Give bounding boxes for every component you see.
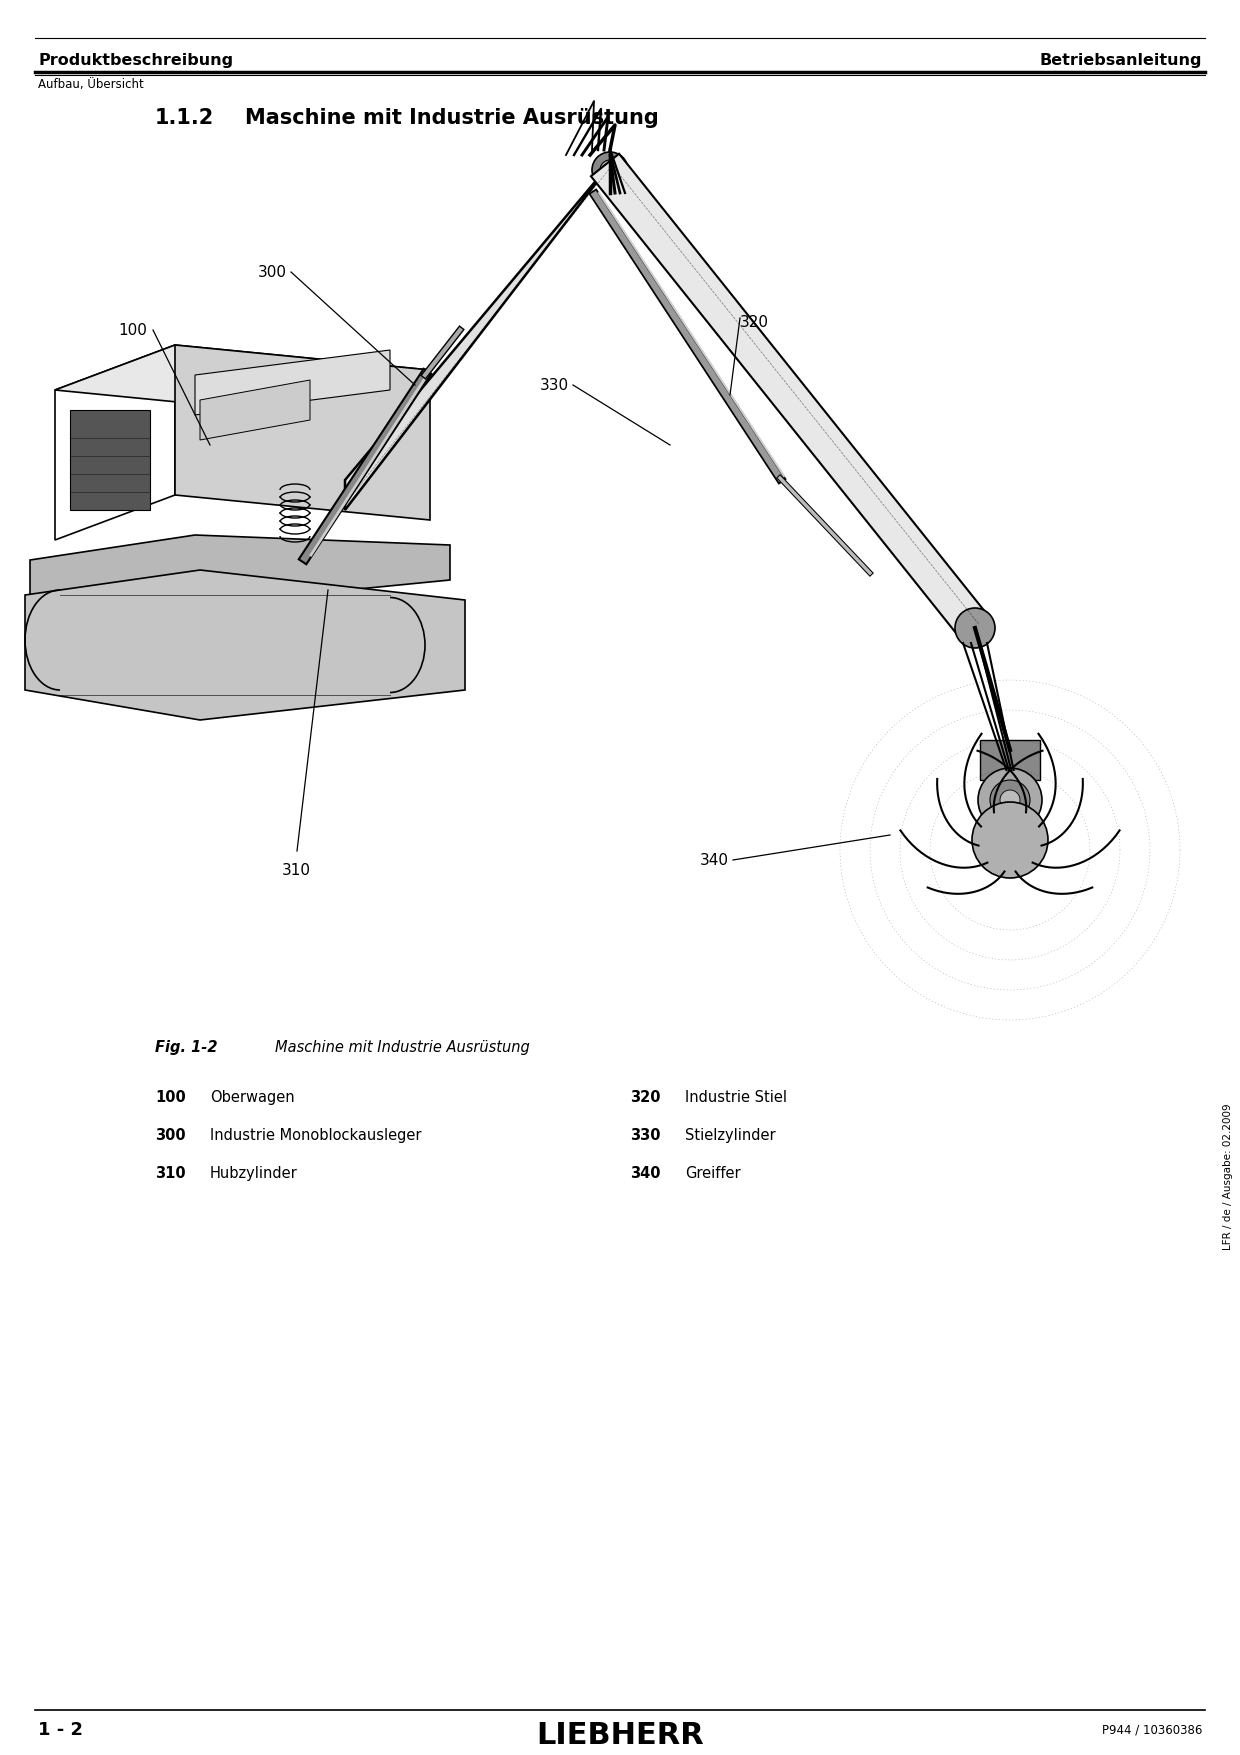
Bar: [980, 741, 1040, 779]
Circle shape: [267, 376, 294, 404]
Text: 320: 320: [740, 314, 769, 330]
Text: Produktbeschreibung: Produktbeschreibung: [38, 53, 233, 68]
Text: Industrie Stiel: Industrie Stiel: [684, 1090, 787, 1106]
Text: Betriebsanleitung: Betriebsanleitung: [1039, 53, 1202, 68]
Text: Fig. 1-2: Fig. 1-2: [155, 1041, 217, 1055]
Text: 1 - 2: 1 - 2: [38, 1722, 83, 1739]
Polygon shape: [591, 154, 990, 639]
Text: Hubzylinder: Hubzylinder: [210, 1165, 298, 1181]
Polygon shape: [175, 346, 430, 519]
Text: 100: 100: [118, 323, 146, 337]
Text: Oberwagen: Oberwagen: [210, 1090, 295, 1106]
Text: 310: 310: [155, 1165, 186, 1181]
Polygon shape: [30, 535, 450, 605]
Text: Greiffer: Greiffer: [684, 1165, 740, 1181]
Circle shape: [600, 160, 620, 181]
Text: 340: 340: [701, 853, 729, 867]
Text: 100: 100: [155, 1090, 186, 1106]
Text: P944 / 10360386: P944 / 10360386: [1101, 1723, 1202, 1736]
Circle shape: [990, 779, 1030, 820]
Text: 330: 330: [630, 1128, 661, 1143]
Circle shape: [258, 369, 303, 412]
Text: 300: 300: [155, 1128, 186, 1143]
Bar: [69, 411, 150, 511]
Text: Stielzylinder: Stielzylinder: [684, 1128, 776, 1143]
Text: LFR / de / Ausgabe: 02.2009: LFR / de / Ausgabe: 02.2009: [1223, 1104, 1233, 1250]
Text: Industrie Monoblockausleger: Industrie Monoblockausleger: [210, 1128, 422, 1143]
Text: LIEBHERR: LIEBHERR: [536, 1720, 704, 1750]
Text: 330: 330: [539, 377, 569, 393]
Text: Maschine mit Industrie Ausrüstung: Maschine mit Industrie Ausrüstung: [275, 1041, 529, 1055]
Circle shape: [978, 769, 1042, 832]
Polygon shape: [55, 346, 430, 414]
Polygon shape: [200, 381, 310, 441]
Text: Aufbau, Übersicht: Aufbau, Übersicht: [38, 77, 144, 91]
Circle shape: [591, 153, 627, 188]
Text: 300: 300: [258, 265, 286, 279]
Circle shape: [999, 790, 1021, 811]
Polygon shape: [25, 570, 465, 720]
Text: Maschine mit Industrie Ausrüstung: Maschine mit Industrie Ausrüstung: [246, 109, 658, 128]
Circle shape: [955, 607, 994, 648]
Polygon shape: [345, 158, 615, 511]
Circle shape: [972, 802, 1048, 878]
Text: 310: 310: [281, 863, 311, 878]
Polygon shape: [195, 349, 391, 414]
Text: 320: 320: [630, 1090, 661, 1106]
Text: 340: 340: [630, 1165, 661, 1181]
Text: 1.1.2: 1.1.2: [155, 109, 215, 128]
